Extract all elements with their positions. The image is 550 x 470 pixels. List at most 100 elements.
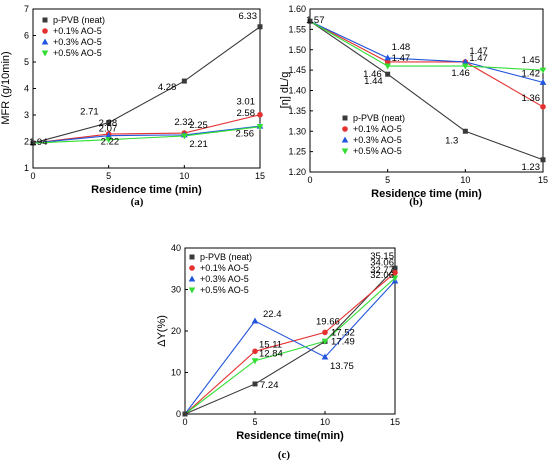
data-point xyxy=(252,381,258,387)
legend-label: +0.1% AO-5 xyxy=(53,26,102,36)
series-line xyxy=(309,20,544,108)
legend-label: +0.5% AO-5 xyxy=(200,285,249,295)
chart-panel-b: 0 5 10 151.201.251.301.351.401.451.501.551.… xyxy=(279,4,548,208)
data-label: 19.66 xyxy=(316,316,340,327)
data-point xyxy=(252,348,258,355)
x-tick-label: 10 xyxy=(320,417,330,427)
chart-panel-a: 0 5 10 15 1 2 3 4 5 6 7 Residence time (min) MFR (g/… xyxy=(0,4,265,208)
data-point xyxy=(321,353,329,360)
y-axis-label: MFR (g/10min) xyxy=(0,51,12,124)
x-tick-label: 0 xyxy=(182,417,187,427)
legend-label: +0.1% AO-5 xyxy=(353,124,402,134)
legend-marker xyxy=(188,287,196,294)
y-tick-label: 1.45 xyxy=(288,65,306,75)
data-point xyxy=(105,137,112,144)
data-label: 1.48 xyxy=(392,42,411,53)
plot-frame xyxy=(309,8,544,173)
x-axis-label: Residence time (min) xyxy=(91,184,202,196)
x-tick-label: 10 xyxy=(179,171,189,181)
y-tick-label: 1.35 xyxy=(288,106,306,116)
legend-marker xyxy=(189,265,195,271)
data-label: 1.94 xyxy=(29,137,48,148)
data-label: 1.57 xyxy=(306,15,325,26)
legend-label: +0.3% AO-5 xyxy=(200,274,249,284)
y-axis-label: [η] dL/g xyxy=(279,72,291,109)
y-tick-label: 1.30 xyxy=(288,126,306,136)
y-tick-label: 1.40 xyxy=(288,86,306,96)
data-label: 1.47 xyxy=(469,53,488,64)
data-point xyxy=(322,329,328,336)
legend-label: p-PVB (neat) xyxy=(200,252,252,262)
legend-marker xyxy=(341,148,349,155)
legend-marker xyxy=(42,17,48,23)
data-point xyxy=(30,140,36,146)
data-label: 17.52 xyxy=(331,327,355,338)
data-label: 1.36 xyxy=(522,93,541,104)
series-line xyxy=(309,20,544,71)
legend-marker xyxy=(341,136,349,143)
data-label: 2.25 xyxy=(189,120,208,131)
data-label: 15.11 xyxy=(259,339,282,350)
data-label: 12.84 xyxy=(259,349,283,360)
series-line xyxy=(309,20,544,161)
data-point xyxy=(540,157,546,163)
data-label: 1.42 xyxy=(522,68,541,79)
series-line xyxy=(32,26,261,144)
data-point xyxy=(539,78,547,85)
legend-label: +0.5% AO-5 xyxy=(53,48,102,58)
data-point xyxy=(307,18,313,24)
panel-caption: (c) xyxy=(278,449,291,461)
data-point xyxy=(257,24,263,30)
x-axis-label: Residence time(min) xyxy=(236,430,344,442)
y-tick-label: 7 xyxy=(24,4,29,14)
data-label: 2.28 xyxy=(99,118,118,129)
data-label: 2.56 xyxy=(236,129,255,140)
data-point xyxy=(181,133,188,140)
data-label: 1.44 xyxy=(364,76,383,87)
data-point xyxy=(105,132,112,139)
y-tick-label: 0 xyxy=(176,409,181,419)
legend-label: +0.1% AO-5 xyxy=(200,263,249,273)
series-line xyxy=(184,280,396,415)
y-tick-label: 1.60 xyxy=(288,4,306,14)
y-tick-label: 2 xyxy=(24,137,29,147)
legend-marker xyxy=(41,38,49,45)
data-point xyxy=(540,104,546,110)
series-line xyxy=(32,114,261,144)
data-point xyxy=(392,269,398,276)
data-point xyxy=(462,58,469,65)
x-tick-label: 15 xyxy=(390,417,400,427)
y-tick-label: 40 xyxy=(171,243,181,253)
data-point xyxy=(384,59,391,65)
data-point xyxy=(392,265,398,271)
legend-label: +0.3% AO-5 xyxy=(353,135,402,145)
data-point xyxy=(384,54,391,61)
data-point xyxy=(462,128,468,134)
y-tick-label: 1.25 xyxy=(288,147,306,157)
data-label: 2.07 xyxy=(99,124,118,135)
data-label: 1.46 xyxy=(451,68,470,79)
data-point xyxy=(182,411,188,417)
data-label: 4.28 xyxy=(158,82,177,93)
data-point xyxy=(385,71,391,77)
series-line xyxy=(32,125,261,144)
data-label: 2.32 xyxy=(174,117,193,128)
x-tick-label: 10 xyxy=(460,175,470,185)
data-label: 3.01 xyxy=(237,97,256,108)
legend-marker xyxy=(342,115,348,121)
data-label: 34.06 xyxy=(370,258,394,269)
x-tick-label: 0 xyxy=(30,171,35,181)
data-point xyxy=(321,338,329,345)
data-label: 1.47 xyxy=(469,46,488,57)
data-label: 22.4 xyxy=(263,309,282,320)
data-label: 13.75 xyxy=(330,361,354,372)
y-tick-label: 1 xyxy=(24,163,29,173)
y-tick-label: 10 xyxy=(171,368,181,378)
panel-caption: (b) xyxy=(409,196,423,208)
series-line xyxy=(184,267,396,415)
data-label: 32.77 xyxy=(370,265,394,276)
data-label: 2.58 xyxy=(237,108,256,119)
legend-marker xyxy=(41,50,49,57)
data-label: 1.45 xyxy=(522,55,541,66)
